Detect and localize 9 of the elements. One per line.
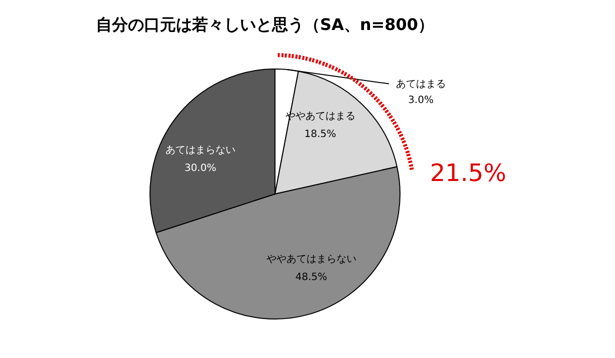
text: 21.5% xyxy=(430,159,506,187)
slice-label: あてはまらない xyxy=(165,144,236,156)
data-label: 3.0% xyxy=(408,94,434,106)
data-label: 18.5% xyxy=(304,129,336,140)
chart-title: 自分の口元は若々しいと思う（SA、n=800） xyxy=(96,15,434,34)
data-label: 48.5% xyxy=(295,272,328,284)
slice-label: あてはまる xyxy=(396,78,446,90)
slice-label: ややあてはまらない xyxy=(266,254,356,266)
data-label: 30.0% xyxy=(184,162,216,174)
